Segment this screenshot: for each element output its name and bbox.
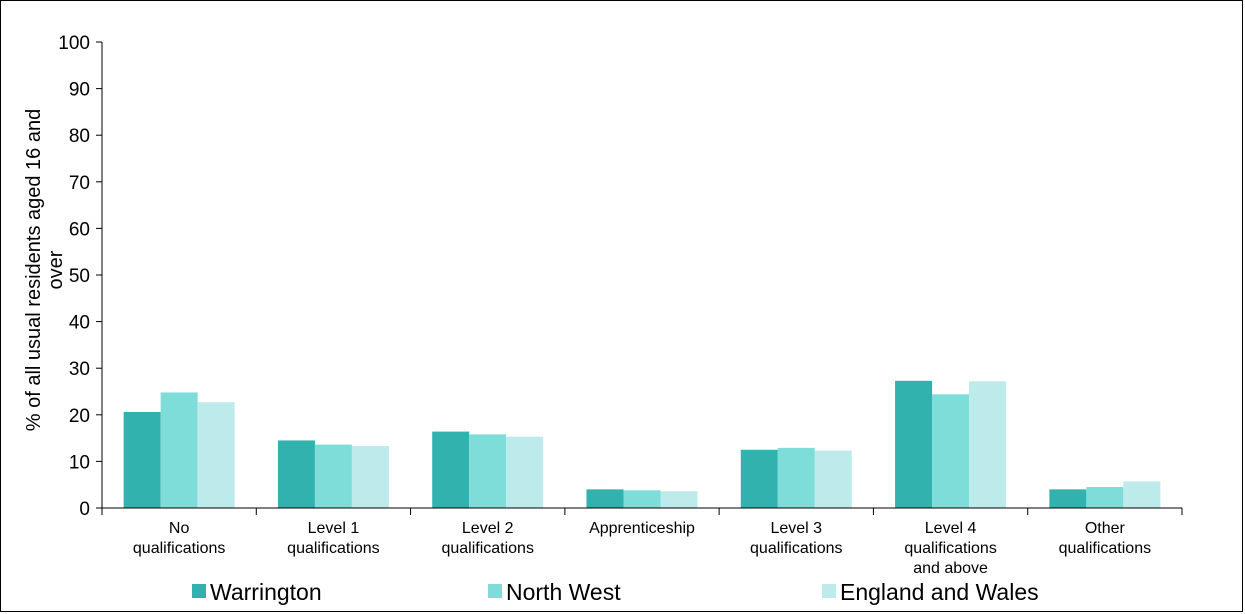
x-tick-label: Other qualifications (1059, 520, 1152, 557)
axes (101, 42, 1182, 509)
legend-swatch-england-and-wales (822, 584, 836, 598)
legend-label-england-and-wales: England and Wales (840, 579, 1039, 605)
y-axis-title: % of all usual residents aged 16 andover (23, 109, 67, 431)
x-tick-label-line: qualifications (1059, 540, 1152, 557)
x-tick-label: Level 2 qualifications (441, 520, 534, 557)
bar-warrington-4 (740, 449, 778, 508)
legend-swatch-warrington (192, 584, 206, 598)
y-axis-title-line: % of all usual residents aged 16 and (23, 109, 45, 431)
bar-north-west-2 (469, 434, 507, 508)
legend: Warrington North West England and Wales (192, 579, 1039, 605)
x-tick-label-line: qualifications (750, 540, 843, 557)
x-tick-label-line: qualifications (287, 540, 380, 557)
x-tick-label-line: Other (1085, 520, 1126, 537)
bar-north-west-1 (314, 444, 352, 508)
y-axis-title-line: over (45, 250, 67, 289)
bar-warrington-6 (1049, 489, 1087, 508)
y-tick-label: 60 (69, 219, 90, 240)
y-tick-label: 10 (69, 452, 90, 473)
bar-warrington-2 (432, 431, 470, 508)
bar-north-west-0 (160, 392, 198, 508)
bar-england-and-wales-2 (506, 436, 544, 508)
y-tick-label: 80 (69, 126, 90, 147)
x-tick-label-line: Level 1 (308, 520, 360, 537)
x-tick-label-line: Level 3 (770, 520, 822, 537)
bar-england-and-wales-3 (660, 491, 698, 508)
y-axis-ticks: 0 10 20 30 40 50 60 70 80 90 100 (58, 33, 102, 520)
bar-warrington-0 (123, 412, 161, 508)
bar-warrington-5 (895, 380, 933, 508)
bar-north-west-6 (1086, 487, 1124, 508)
legend-swatch-north-west (488, 584, 502, 598)
x-tick-label-line: Apprenticeship (589, 520, 695, 537)
bars (123, 380, 1161, 508)
x-tick-label-line: No (169, 520, 190, 537)
bar-england-and-wales-4 (814, 450, 852, 508)
bar-north-west-3 (623, 490, 661, 508)
legend-label-north-west: North West (506, 579, 621, 605)
y-axis-label-group: % of all usual residents aged 16 andover (23, 109, 67, 431)
x-tick-label: Level 3 qualifications (750, 520, 843, 557)
x-tick-label: No qualifications (133, 520, 226, 557)
x-tick-label-line: Level 2 (462, 520, 514, 537)
x-tick-label: Apprenticeship (589, 520, 695, 537)
y-tick-label: 50 (69, 266, 90, 287)
y-tick-label: 30 (69, 359, 90, 380)
bar-north-west-5 (932, 394, 970, 508)
y-tick-label: 0 (79, 499, 90, 520)
x-tick-label-line: qualifications (133, 540, 226, 557)
x-tick-label-line: and above (913, 560, 988, 577)
legend-label-warrington: Warrington (210, 579, 322, 605)
x-tick-label: Level 1 qualifications (287, 520, 380, 557)
bar-warrington-3 (586, 489, 624, 508)
y-tick-label: 90 (69, 80, 90, 101)
x-tick-label-line: Level 4 (925, 520, 977, 537)
x-tick-label-line: qualifications (441, 540, 534, 557)
y-tick-label: 70 (69, 173, 90, 194)
bar-england-and-wales-5 (969, 381, 1007, 508)
bar-england-and-wales-1 (351, 446, 389, 508)
y-tick-label: 20 (69, 406, 90, 427)
bar-north-west-4 (777, 447, 815, 508)
y-tick-label: 100 (58, 33, 90, 54)
bar-warrington-1 (277, 440, 315, 508)
x-tick-label-line: qualifications (904, 540, 997, 557)
bar-england-and-wales-6 (1123, 481, 1161, 508)
bar-england-and-wales-0 (197, 402, 235, 508)
y-tick-label: 40 (69, 313, 90, 334)
x-tick-label: Level 4 qualifications and above (904, 520, 997, 577)
